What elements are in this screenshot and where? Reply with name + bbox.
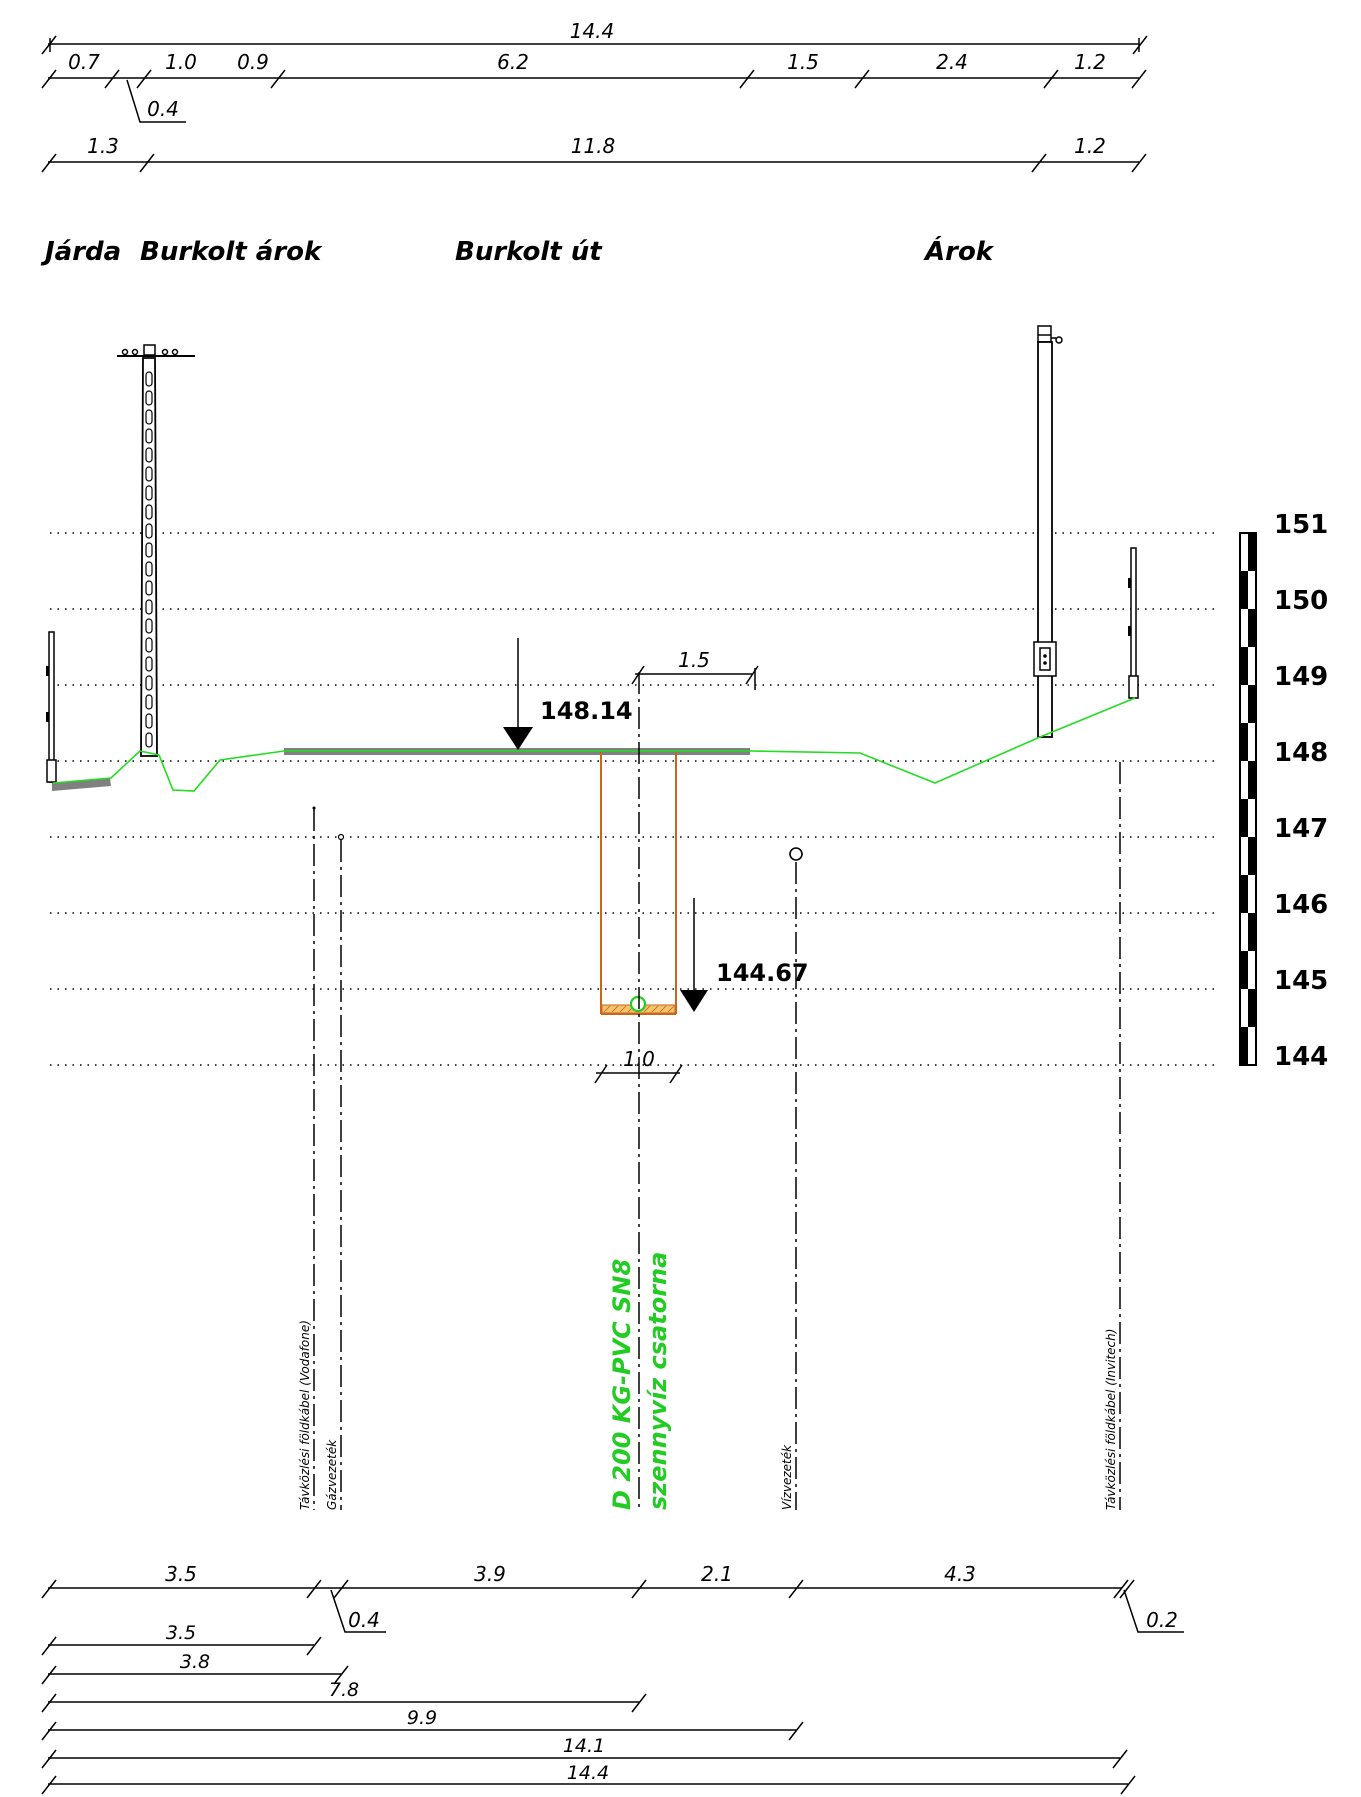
scale-label-145: 145	[1274, 966, 1328, 996]
dim-bottom-row1-2: 2.1	[701, 1562, 733, 1586]
trench-width-dimension: 1.0	[594, 1047, 683, 1084]
pole-hole	[145, 656, 153, 672]
pipe-elevation-label: 144.67	[716, 959, 809, 987]
dim-row1-5: 2.4	[936, 50, 968, 74]
utility-label-vodafone: Távközlési földkábel (Vodafone)	[298, 1320, 312, 1510]
pole-hole	[145, 523, 153, 539]
scale-label-147: 147	[1274, 814, 1328, 844]
pole-hole	[145, 485, 153, 501]
dim-row1-4: 1.5	[787, 50, 819, 74]
utility-label-water: Vízvezeték	[780, 1444, 794, 1510]
dim-cumulative-5: 14.4	[567, 1762, 609, 1784]
pole-hole	[145, 409, 153, 425]
dim-row2-0: 1.3	[87, 134, 119, 158]
pole-hole	[145, 637, 153, 653]
scale-label-148: 148	[1274, 738, 1328, 768]
utility-water: Vízvezeték	[780, 847, 803, 1510]
dim-top-overall: 14.4	[570, 19, 615, 43]
trench-width-label: 1.0	[623, 1047, 655, 1071]
scale-label-149: 149	[1274, 662, 1328, 692]
dim-bottom-leader-a: 0.4	[348, 1608, 380, 1632]
scale-label-150: 150	[1274, 586, 1328, 616]
pole-hole	[145, 371, 153, 387]
pole-hole	[145, 542, 153, 558]
trench-offset-label: 1.5	[678, 648, 710, 672]
zone-label-burkolt-ut: Burkolt út	[455, 237, 603, 267]
pole-hole	[145, 713, 153, 729]
pole-hole	[145, 675, 153, 691]
pole-hole	[145, 599, 153, 615]
pole-hole	[145, 694, 153, 710]
utility-invitech: Távközlési földkábel (Invitech)	[1104, 762, 1121, 1510]
pole-hole	[145, 561, 153, 577]
scale-label-146: 146	[1274, 890, 1328, 920]
pipe-label-line2: szennyvíz csatorna	[644, 1252, 672, 1510]
dim-cumulative-3: 9.9	[407, 1707, 437, 1729]
scale-label-151: 151	[1274, 510, 1328, 540]
fence-post-right	[1128, 547, 1139, 699]
pole-hole	[145, 428, 153, 444]
dim-row1-1: 1.0	[165, 50, 197, 74]
sewer-pipe-symbol	[629, 995, 647, 1013]
pole-hole	[145, 504, 153, 520]
pole-hole	[145, 618, 153, 634]
elevation-scale-bar: 151 150 149 148 147 146 145 144	[1239, 510, 1328, 1072]
pole-hole	[145, 390, 153, 406]
dim-cumulative-0: 3.5	[166, 1622, 196, 1644]
pole-hole	[145, 580, 153, 596]
zone-label-jarda: Járda	[40, 237, 121, 267]
bottom-dimension-chains: 3.5 3.9 2.1 4.3 0.4 0.2 3.5 3.8 7.8 9.9 …	[41, 1562, 1184, 1795]
dim-row1-leader: 0.4	[147, 97, 179, 121]
top-dimension-chains: 14.4 0.7 1.0 0.9 6.2 1.5 2.4 1.2 0.4 1.3…	[41, 19, 1148, 173]
pipe-label-line1: D 200 KG-PVC SN8	[608, 1259, 636, 1510]
dim-row1-3: 6.2	[497, 50, 529, 74]
dim-row2-2: 1.2	[1074, 134, 1106, 158]
pipe-elevation-marker: 144.67	[680, 898, 809, 1012]
dim-bottom-row1-3: 4.3	[944, 1562, 976, 1586]
sewer-pipe-label: D 200 KG-PVC SN8 szennyvíz csatorna	[608, 1252, 672, 1510]
utility-label-invitech: Távközlési földkábel (Invitech)	[1104, 1329, 1118, 1510]
pole-hole	[145, 732, 153, 748]
pole-hole	[145, 447, 153, 463]
road-elevation-marker: 148.14	[503, 638, 633, 750]
dim-cumulative-1: 3.8	[180, 1651, 210, 1673]
utility-pole-left	[117, 344, 195, 757]
dim-row1-0: 0.7	[68, 50, 100, 74]
fence-post-left	[46, 631, 57, 783]
dim-cumulative-2: 7.8	[329, 1679, 359, 1701]
utility-label-gas: Gázvezeték	[325, 1439, 339, 1510]
dim-row2-1: 11.8	[571, 134, 616, 158]
scale-label-144: 144	[1274, 1042, 1328, 1072]
dim-cumulative-4: 14.1	[563, 1735, 605, 1757]
dim-row1-2: 0.9	[237, 50, 269, 74]
road-elevation-label: 148.14	[540, 697, 633, 725]
trench-offset-dimension: 1.5	[631, 648, 759, 690]
dim-bottom-row1-1: 3.9	[474, 1562, 506, 1586]
dim-row1-6: 1.2	[1074, 50, 1106, 74]
zone-label-burkolt-arok: Burkolt árok	[140, 237, 323, 267]
zone-label-arok: Árok	[923, 235, 995, 267]
utility-vodafone: Távközlési földkábel (Vodafone)	[298, 806, 316, 1510]
zone-labels: Járda Burkolt árok Burkolt út Árok	[40, 235, 995, 267]
ground-profile-line	[52, 697, 1136, 792]
dim-bottom-leader-b: 0.2	[1146, 1608, 1178, 1632]
sidewalk-pavement	[52, 778, 111, 791]
pole-hole	[145, 466, 153, 482]
dim-bottom-row1-0: 3.5	[165, 1562, 197, 1586]
utility-gas: Gázvezeték	[325, 833, 345, 1510]
utility-pole-right	[1033, 325, 1063, 738]
